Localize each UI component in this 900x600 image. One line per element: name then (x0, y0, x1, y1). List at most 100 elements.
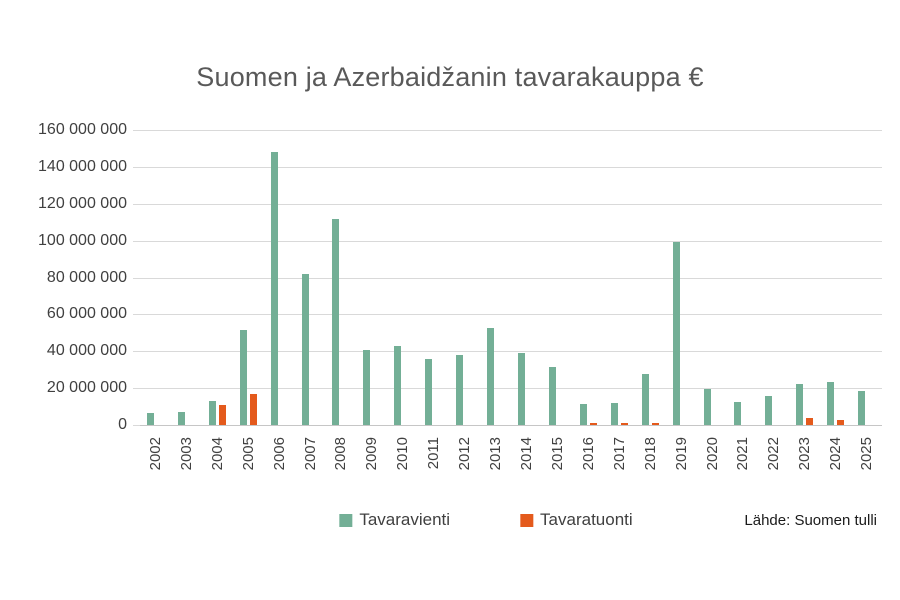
bar-tavaratuonti-2017 (620, 422, 628, 425)
chart-title: Suomen ja Azerbaidžanin tavarakauppa € (196, 62, 704, 92)
x-axis-tick-label-text: 2022 (765, 437, 783, 471)
x-axis-tick-label-text: 2004 (208, 437, 226, 471)
y-axis-tick-label: 140 000 000 (38, 157, 127, 175)
x-axis-tick-label-text: 2016 (579, 437, 597, 471)
bar-tavaravienti-2018 (641, 374, 649, 425)
bar-tavaratuonti-2018 (651, 422, 659, 425)
bar-group-2018 (635, 130, 666, 425)
bar-tavaravienti-2010 (394, 345, 402, 425)
x-axis-tick-label-text: 2018 (641, 437, 659, 471)
bar-tavaravienti-2009 (363, 350, 371, 425)
bar-group-2019 (666, 130, 697, 425)
x-axis-tick-label-text: 2015 (548, 437, 566, 471)
y-axis-tick (133, 425, 140, 426)
bar-tavaravienti-2020 (703, 389, 711, 425)
x-axis-tick-label-text: 2010 (394, 437, 412, 471)
bar-tavaratuonti-2024 (837, 420, 845, 425)
x-axis-tick-label-text: 2020 (703, 437, 721, 471)
legend-item-tavaravienti: Tavaravienti (339, 510, 450, 530)
bar-tavaravienti-2015 (548, 366, 556, 425)
plot-area (140, 130, 882, 425)
source-note: Lähde: Suomen tulli (744, 512, 877, 529)
y-axis-tick-label: 20 000 000 (46, 379, 127, 397)
bar-tavaravienti-2005 (239, 330, 247, 425)
bar-group-2017 (604, 130, 635, 425)
x-axis-tick-label-text: 2014 (518, 437, 536, 471)
gridline (140, 240, 882, 242)
x-axis-tick-label: 2002 (140, 431, 171, 493)
bar-group-2015 (542, 130, 573, 425)
bar-tavaravienti-2023 (796, 384, 804, 425)
y-axis-tick (133, 130, 140, 131)
x-axis-tick-label: 2022 (758, 431, 789, 493)
gridline (140, 203, 882, 205)
x-axis-tick-label-text: 2005 (239, 437, 257, 471)
x-axis-tick-label: 2014 (511, 431, 542, 493)
x-axis-tick-label: 2015 (542, 431, 573, 493)
bar-group-2024 (820, 130, 851, 425)
bar-tavaravienti-2019 (672, 242, 680, 425)
bar-tavaravienti-2021 (734, 401, 742, 425)
gridline (140, 314, 882, 316)
y-axis-tick-label: 160 000 000 (38, 121, 127, 138)
x-axis-tick-label-text: 2019 (672, 437, 690, 471)
bar-tavaravienti-2003 (177, 412, 185, 425)
legend-item-tavaratuonti: Tavaratuonti (520, 510, 633, 530)
y-axis-tick-label: 120 000 000 (38, 194, 127, 212)
bar-group-2014 (511, 130, 542, 425)
x-axis-tick-label: 2007 (295, 431, 326, 493)
y-axis-tick (133, 240, 140, 242)
bar-tavaravienti-2012 (456, 354, 464, 425)
export-series-swatch-icon (339, 513, 353, 527)
x-axis-tick-label: 2017 (604, 431, 635, 493)
bar-tavaratuonti-2005 (249, 393, 257, 425)
gridline (140, 166, 882, 168)
x-axis-tick-label: 2021 (728, 431, 759, 493)
x-axis-tick-label: 2009 (356, 431, 387, 493)
y-axis-tick (133, 351, 140, 353)
bar-group-2012 (449, 130, 480, 425)
x-axis-tick-label: 2010 (387, 431, 418, 493)
gridline (140, 277, 882, 279)
bar-tavaratuonti-2023 (806, 417, 814, 425)
legend-label: Tavaravienti (359, 510, 451, 529)
bar-tavaravienti-2022 (765, 395, 773, 425)
bar-group-2003 (171, 130, 202, 425)
bar-group-2010 (387, 130, 418, 425)
x-axis-tick-label: 2018 (635, 431, 666, 493)
bar-tavaravienti-2006 (270, 152, 278, 425)
x-axis-tick-label-text: 2013 (487, 437, 505, 471)
x-axis-tick-label: 2019 (666, 431, 697, 493)
x-axis-tick-label: 2023 (789, 431, 820, 493)
x-axis-tick-label-text: 2003 (177, 437, 195, 471)
bar-group-2006 (264, 130, 295, 425)
x-axis-tick-label: 2006 (264, 431, 295, 493)
y-axis-tick-label: 60 000 000 (46, 305, 127, 323)
bar-tavaravienti-2011 (425, 358, 433, 425)
legend: Tavaravienti Tavaratuonti (339, 510, 633, 530)
x-axis: 2002 2003 2004 2005 2006 2007 2008 2009 2010 2011… (140, 431, 882, 493)
bar-group-2007 (295, 130, 326, 425)
bar-group-2025 (851, 130, 882, 425)
gridline (140, 351, 882, 353)
y-axis-tick-label: 40 000 000 (46, 342, 127, 360)
bar-tavaravienti-2007 (301, 273, 309, 425)
x-axis-tick-label: 2013 (480, 431, 511, 493)
gridline (140, 388, 882, 390)
x-axis-tick-label: 2005 (233, 431, 264, 493)
y-axis-tick (133, 166, 140, 168)
gridline (140, 130, 882, 131)
y-axis-tick (133, 203, 140, 205)
x-axis-tick-label-text: 2002 (146, 437, 164, 471)
x-axis-tick-label-text: 2006 (270, 437, 288, 471)
y-axis: 160 000 000 140 000 000 120 000 000 100 000… (0, 121, 127, 433)
bar-tavaravienti-2025 (858, 390, 866, 425)
x-axis-tick-label-text: 2008 (332, 437, 350, 471)
bar-group-2023 (789, 130, 820, 425)
bar-group-2020 (697, 130, 728, 425)
bar-tavaravienti-2017 (610, 402, 618, 425)
bar-group-2005 (233, 130, 264, 425)
x-axis-tick-label-text: 2017 (610, 437, 628, 471)
x-axis-tick-label-text: 2023 (796, 437, 814, 471)
